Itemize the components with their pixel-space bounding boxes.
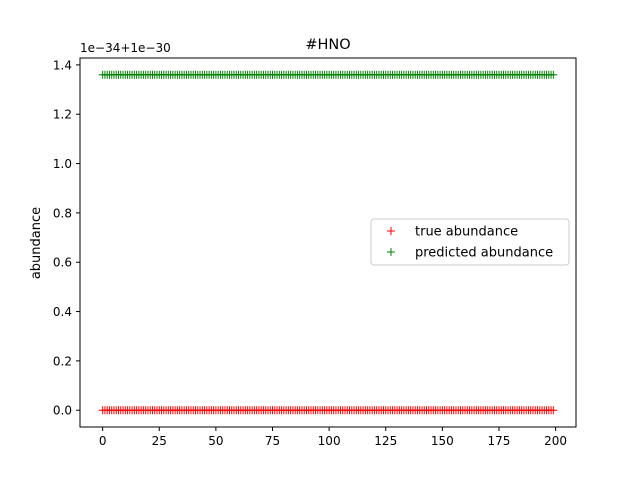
y-tick-label: 0.4 xyxy=(53,305,72,319)
x-tick-label: 100 xyxy=(318,434,341,448)
plot-frame xyxy=(79,57,577,428)
y-axis-ticks: 0.0 0.2 0.4 0.6 0.8 1.0 1.2 1.4 xyxy=(53,58,80,418)
y-tick-label: 0.2 xyxy=(53,354,72,368)
y-tick-label: 1.0 xyxy=(53,157,72,171)
data-marks xyxy=(98,70,558,415)
legend-label: true abundance xyxy=(415,225,518,240)
chart-title: #HNO xyxy=(305,37,350,53)
legend-box xyxy=(370,218,570,266)
y-tick-label: 1.4 xyxy=(53,58,72,72)
x-tick-label: 50 xyxy=(208,434,223,448)
legend-label: predicted abundance xyxy=(415,246,553,261)
x-tick-label: 175 xyxy=(488,434,511,448)
y-tick-label: 0.0 xyxy=(53,404,72,418)
legend: true abundance predicted abundance xyxy=(370,218,570,266)
data-point xyxy=(549,70,558,79)
x-tick-label: 0 xyxy=(99,434,107,448)
series-true-abundance xyxy=(98,406,558,415)
y-axis-label: abundance xyxy=(29,207,44,279)
series-predicted-abundance xyxy=(98,70,558,79)
x-tick-label: 200 xyxy=(544,434,567,448)
legend-marker xyxy=(387,227,395,235)
data-point xyxy=(549,406,558,415)
y-tick-label: 1.2 xyxy=(53,108,72,122)
legend-marker xyxy=(387,248,395,256)
x-tick-label: 25 xyxy=(152,434,167,448)
y-tick-label: 0.8 xyxy=(53,206,72,220)
x-tick-label: 150 xyxy=(431,434,454,448)
x-tick-label: 75 xyxy=(265,434,280,448)
x-axis-ticks: 0 25 50 75 100 125 150 175 200 xyxy=(99,427,567,448)
x-tick-label: 125 xyxy=(374,434,397,448)
y-tick-label: 0.6 xyxy=(53,256,72,270)
offset-label: 1e−34+1e−30 xyxy=(80,41,171,55)
